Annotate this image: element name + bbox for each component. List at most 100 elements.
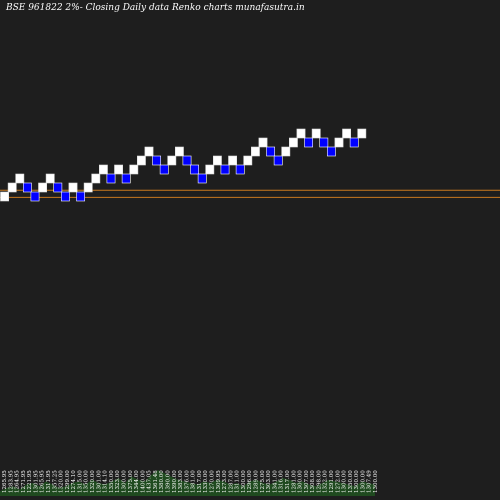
x-tick-label: 1375.00: [128, 470, 134, 493]
up-brick: [357, 128, 367, 139]
x-tick-label: 1330.00: [203, 470, 209, 493]
x-tick-label: 1315.00: [77, 470, 83, 493]
down-brick: [304, 137, 313, 148]
up-brick: [129, 164, 139, 175]
x-tick-label: 1271.95: [21, 470, 27, 493]
x-tick-label: 1314.10: [103, 470, 109, 493]
x-tick-label: 1361.48: [153, 470, 159, 493]
x-tick-label: 1300.00: [298, 470, 304, 493]
x-tick-label: 1317.00: [197, 470, 203, 493]
down-brick: [76, 191, 85, 202]
x-tick-label: 1322.00: [323, 470, 329, 493]
x-tick-label: 1437.05: [147, 470, 153, 493]
x-tick-label: 1270.00: [210, 470, 216, 493]
x-tick-label: 1300.00: [121, 470, 127, 493]
x-tick-label: 1265.95: [2, 470, 8, 493]
up-brick: [7, 182, 17, 193]
x-tick-label: 1283.95: [8, 470, 14, 493]
up-brick: [144, 146, 154, 157]
x-tick-label: 1376.00: [184, 470, 190, 493]
up-brick: [334, 137, 344, 148]
up-brick: [38, 182, 47, 193]
down-brick: [22, 182, 32, 193]
up-brick: [45, 173, 55, 184]
x-tick-label: 1296.00: [247, 470, 253, 493]
up-brick: [0, 191, 9, 202]
up-brick: [342, 128, 351, 139]
x-axis-labels: 1265.95 1283.95 1264.95 1271.95 1221.95 1301.…: [2, 470, 379, 493]
x-tick-label: 1221.95: [27, 470, 33, 493]
down-brick: [190, 164, 199, 175]
x-tick-label: 1390.00: [172, 470, 178, 493]
up-brick: [175, 146, 184, 157]
x-tick-label: 1350.00: [348, 470, 354, 493]
x-tick-label: 1298.00: [316, 470, 322, 493]
chart-title: BSE 961822 2%- Closing Daily data Renko …: [6, 3, 305, 13]
x-tick-label: 1400.00: [140, 470, 146, 493]
x-tick-label: 1350.00: [84, 470, 90, 493]
x-tick-label: 1381.00: [191, 470, 197, 493]
x-tick-label: 1273.00: [222, 470, 228, 493]
up-brick: [258, 137, 268, 148]
x-tick-label: 1264.95: [15, 470, 21, 493]
down-brick: [60, 191, 70, 202]
down-brick: [326, 146, 336, 157]
x-tick-label: 1320.00: [59, 470, 65, 493]
down-brick: [159, 164, 169, 175]
volume-area: [0, 470, 375, 496]
x-tick-label: 1311.95: [46, 470, 52, 493]
volume-layer: [0, 470, 375, 496]
down-brick: [197, 173, 207, 184]
up-brick: [91, 173, 101, 184]
x-tick-label: 1303.00: [266, 470, 272, 493]
up-brick: [251, 146, 260, 157]
down-brick: [235, 164, 245, 175]
x-tick-label: 1309.95: [216, 470, 222, 493]
x-tick-label: 1307.49: [367, 470, 373, 493]
up-brick: [137, 155, 146, 166]
x-tick-label: 1357.25: [52, 470, 58, 493]
x-tick-label: 1311.00: [235, 470, 241, 493]
x-tick-label: 1300.00: [360, 470, 366, 493]
down-brick: [273, 155, 283, 166]
up-brick: [311, 128, 321, 139]
up-brick: [296, 128, 306, 139]
x-tick-label: 1287.00: [228, 470, 234, 493]
up-brick: [114, 164, 123, 175]
up-brick: [68, 182, 78, 193]
down-brick: [319, 137, 329, 148]
x-tick-label: 1300.00: [241, 470, 247, 493]
x-tick-label: 1308.00: [310, 470, 316, 493]
up-brick: [167, 155, 177, 166]
x-tick-label: 1341.00: [272, 470, 278, 493]
x-tick-label: 1317.00: [285, 470, 291, 493]
x-tick-label: 1320.00: [90, 470, 96, 493]
down-brick: [106, 173, 116, 184]
x-tick-label: 1274.10: [71, 470, 77, 493]
x-tick-label: 1281.00: [291, 470, 297, 493]
up-brick: [213, 155, 222, 166]
x-tick-label: 1383.00: [178, 470, 184, 493]
x-tick-label: 1350.00: [109, 470, 115, 493]
x-tick-label: 1390.00: [165, 470, 171, 493]
up-brick: [15, 173, 25, 184]
up-brick: [243, 155, 253, 166]
x-tick-label: 1300.00: [342, 470, 348, 493]
x-tick-label: 1300.00: [354, 470, 360, 493]
x-tick-label: 1272.00: [335, 470, 341, 493]
x-tick-label: 1289.00: [254, 470, 260, 493]
down-brick: [121, 173, 131, 184]
x-tick-label: 1300.00: [373, 470, 379, 493]
up-brick: [83, 182, 93, 193]
x-tick-label: 1307.00: [304, 470, 310, 493]
x-tick-label: 1323.00: [115, 470, 121, 493]
up-brick: [281, 146, 291, 157]
x-tick-label: 1316.00: [279, 470, 285, 493]
x-tick-label: 1301.00: [96, 470, 102, 493]
x-tick-label: 1299.00: [65, 470, 71, 493]
down-brick: [182, 155, 192, 166]
x-tick-label: 1301.95: [33, 470, 39, 493]
x-tick-label: 1275.00: [260, 470, 266, 493]
down-brick: [220, 164, 230, 175]
